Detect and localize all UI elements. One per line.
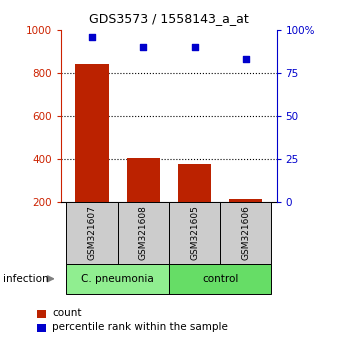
- Text: percentile rank within the sample: percentile rank within the sample: [52, 322, 228, 332]
- Text: GSM321606: GSM321606: [241, 205, 250, 260]
- Bar: [118, 202, 169, 264]
- Text: C. pneumonia: C. pneumonia: [81, 274, 154, 284]
- Point: [192, 45, 197, 50]
- Text: GSM321608: GSM321608: [139, 205, 148, 260]
- Point: [140, 45, 146, 50]
- Point: [243, 56, 248, 62]
- Bar: [220, 202, 271, 264]
- Text: count: count: [52, 308, 82, 318]
- Bar: [169, 202, 220, 264]
- Text: GSM321605: GSM321605: [190, 205, 199, 260]
- Bar: [229, 199, 262, 202]
- Bar: [178, 164, 211, 202]
- Bar: [75, 64, 108, 202]
- Text: GDS3573 / 1558143_a_at: GDS3573 / 1558143_a_at: [89, 12, 249, 25]
- Bar: [169, 264, 271, 294]
- Bar: [127, 158, 160, 202]
- Bar: [66, 202, 118, 264]
- Text: GSM321607: GSM321607: [88, 205, 97, 260]
- Point: [89, 34, 95, 40]
- Text: infection: infection: [4, 274, 49, 284]
- Bar: [66, 264, 169, 294]
- Text: control: control: [202, 274, 238, 284]
